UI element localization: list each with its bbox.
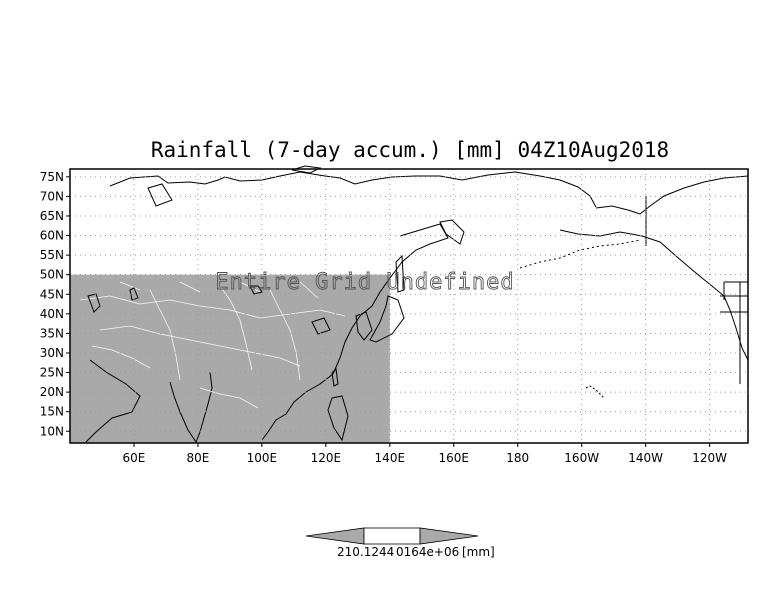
lon-tick-label: 140E [375,451,406,465]
latitude-axis: 10N 15N 20N 25N 30N 35N 40N 45N 50N 55N 60N 65N 70N 7… [40,170,70,438]
longitude-axis: 60E 80E 100E 120E 140E 160E 180 160W 140W 120W [123,443,727,465]
map-title: Rainfall (7-day accum.) [mm] 04Z10Aug201… [151,138,669,162]
colorbar-left-triangle [305,527,365,545]
country-borders [79,281,346,409]
lon-tick-label: 100E [247,451,278,465]
colorbar-right-triangle [419,527,479,545]
colorbar-middle-box [363,527,421,545]
lon-tick-label: 60E [123,451,146,465]
lat-tick-label: 45N [40,287,64,301]
lat-tick-label: 60N [40,229,64,243]
lon-tick-label: 140W [628,451,663,465]
lat-tick-label: 30N [40,346,64,360]
lat-tick-label: 40N [40,307,64,321]
coastlines [85,165,749,444]
map-frame [69,168,749,444]
lat-tick-label: 15N [40,405,64,419]
colorbar-labels: 210.1244 [337,545,394,559]
lon-tick-label: 120W [692,451,727,465]
lat-tick-label: 25N [40,366,64,380]
lon-tick-label: 80E [186,451,209,465]
undefined-grid-message: Entire Grid Undefined [215,270,514,295]
colorbar-overlap-label: 0164e+06 [396,545,459,559]
colorbar: 210.1244 0164e+06 [mm] [305,527,495,559]
lat-tick-label: 70N [40,189,64,203]
lon-tick-label: 160E [439,451,470,465]
lat-tick-label: 75N [40,170,64,184]
lon-tick-label: 180 [506,451,529,465]
inland-water-outlines [87,285,331,335]
lon-tick-label: 160W [564,451,599,465]
graticule [70,169,748,443]
lat-tick-label: 35N [40,326,64,340]
lat-tick-label: 50N [40,268,64,282]
colorbar-unit: [mm] [462,545,495,559]
lat-tick-label: 65N [40,209,64,223]
lat-tick-label: 20N [40,385,64,399]
lat-tick-label: 55N [40,248,64,262]
lon-tick-label: 120E [311,451,342,465]
lat-tick-label: 10N [40,424,64,438]
